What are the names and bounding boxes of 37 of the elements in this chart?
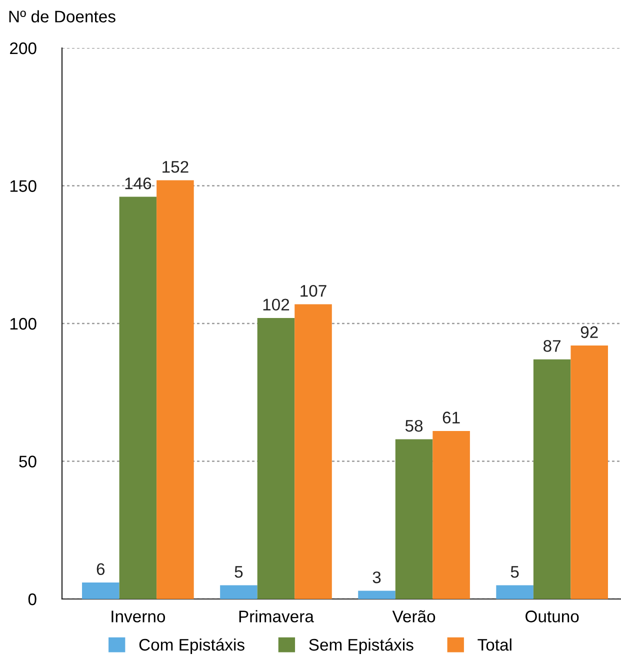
data-label: 6 xyxy=(96,563,105,576)
bar xyxy=(533,359,571,599)
bar xyxy=(432,430,470,599)
x-tick-label: Primavera xyxy=(239,610,314,622)
bar xyxy=(294,304,332,599)
data-label: 152 xyxy=(162,160,188,173)
y-tick-label: 100 xyxy=(10,318,36,330)
data-label: 3 xyxy=(372,571,381,584)
bar xyxy=(220,585,258,599)
data-label: 102 xyxy=(263,298,290,311)
bar xyxy=(82,582,120,599)
legend-label: Sem Epistáxis xyxy=(309,638,414,654)
bar xyxy=(570,346,608,599)
legend-label: Total xyxy=(478,638,512,651)
data-label: 58 xyxy=(405,420,423,432)
data-label: 61 xyxy=(442,412,460,424)
y-tick-label: 150 xyxy=(10,180,36,192)
data-label: 92 xyxy=(580,326,598,338)
bar xyxy=(395,439,433,599)
bar xyxy=(156,180,194,599)
bar xyxy=(496,585,534,599)
x-tick-label: Outuno xyxy=(526,610,579,622)
bar xyxy=(257,318,295,599)
x-tick-label: Inverno xyxy=(112,610,166,622)
x-tick-label: Verão xyxy=(392,610,436,622)
legend-label: Com Epistáxis xyxy=(139,638,244,654)
y-tick-label: 50 xyxy=(19,456,36,468)
data-label: 107 xyxy=(300,284,326,297)
data-label: 146 xyxy=(125,178,152,190)
bar xyxy=(358,590,396,599)
data-label: 87 xyxy=(544,340,561,352)
data-label: 5 xyxy=(510,566,519,578)
data-label: 5 xyxy=(234,566,243,578)
y-axis-title: Nº de Doentes xyxy=(9,10,116,22)
y-tick-label: 0 xyxy=(28,593,36,606)
bar xyxy=(119,196,157,599)
y-tick-label: 200 xyxy=(10,42,36,54)
